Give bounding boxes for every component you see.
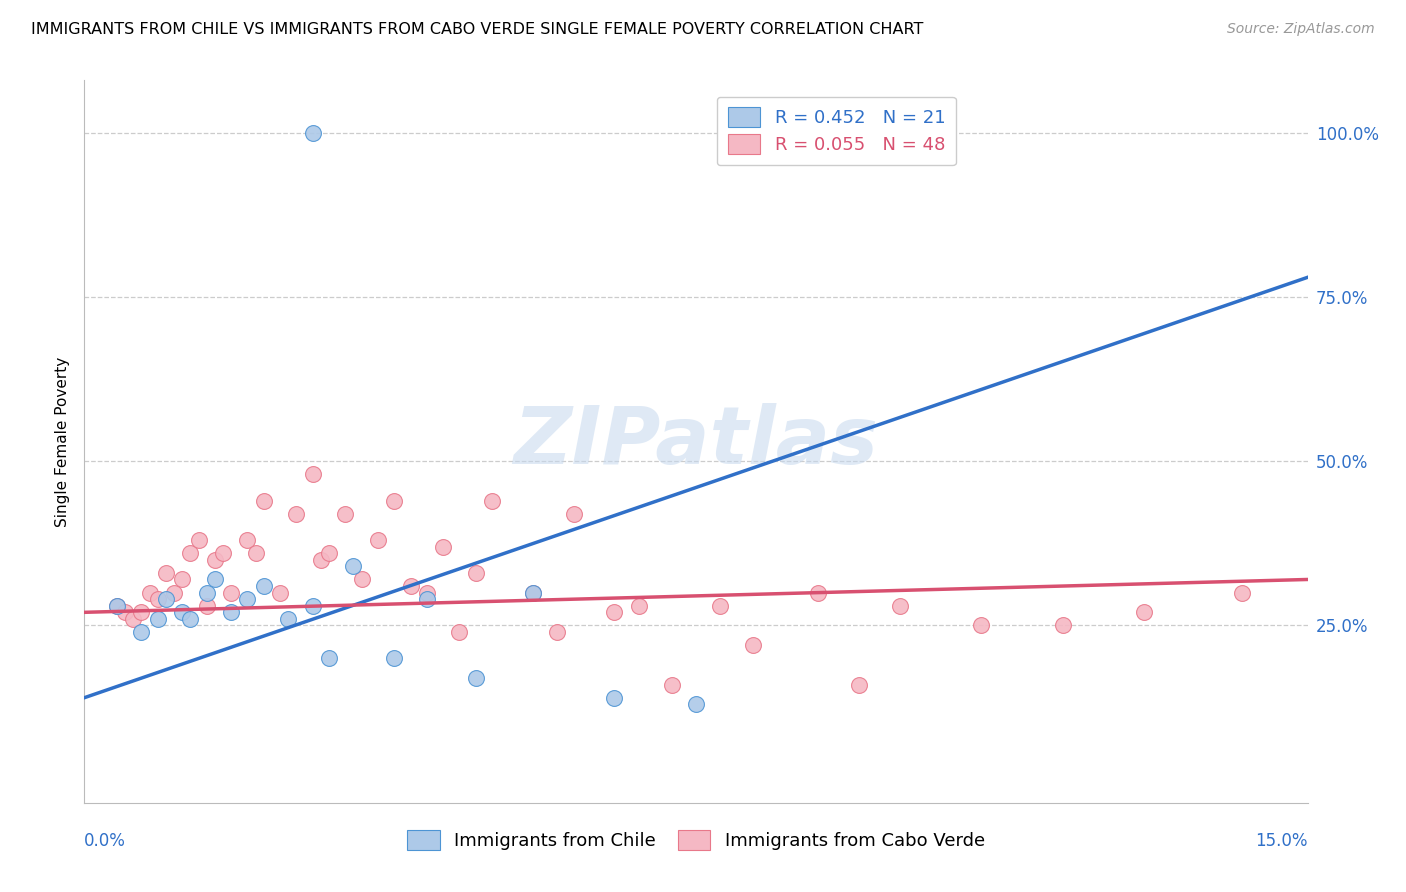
Point xyxy=(464,566,486,580)
Point xyxy=(195,585,218,599)
Point xyxy=(522,585,544,599)
Point xyxy=(138,585,160,599)
Point xyxy=(318,651,340,665)
Point xyxy=(350,573,373,587)
Point xyxy=(131,605,153,619)
Point xyxy=(416,592,439,607)
Point xyxy=(155,592,177,607)
Point xyxy=(114,605,136,619)
Point xyxy=(382,651,405,665)
Point xyxy=(464,671,486,685)
Point xyxy=(318,546,340,560)
Point xyxy=(253,493,276,508)
Point xyxy=(709,599,731,613)
Point xyxy=(872,126,894,140)
Point xyxy=(179,612,201,626)
Text: IMMIGRANTS FROM CHILE VS IMMIGRANTS FROM CABO VERDE SINGLE FEMALE POVERTY CORREL: IMMIGRANTS FROM CHILE VS IMMIGRANTS FROM… xyxy=(31,22,924,37)
Point xyxy=(1052,618,1074,632)
Point xyxy=(277,612,299,626)
Point xyxy=(219,605,242,619)
Point xyxy=(807,585,830,599)
Text: 0.0%: 0.0% xyxy=(84,831,127,850)
Point xyxy=(309,553,332,567)
Point xyxy=(195,599,218,613)
Point xyxy=(661,677,683,691)
Point xyxy=(1133,605,1156,619)
Point xyxy=(163,585,186,599)
Point xyxy=(603,690,626,705)
Text: Source: ZipAtlas.com: Source: ZipAtlas.com xyxy=(1227,22,1375,37)
Y-axis label: Single Female Poverty: Single Female Poverty xyxy=(55,357,70,526)
Point xyxy=(562,507,585,521)
Point xyxy=(236,592,259,607)
Point xyxy=(204,573,226,587)
Point xyxy=(105,599,128,613)
Point xyxy=(236,533,259,547)
Point xyxy=(204,553,226,567)
Text: ZIPatlas: ZIPatlas xyxy=(513,402,879,481)
Point xyxy=(131,625,153,640)
Point xyxy=(481,493,503,508)
Point xyxy=(253,579,276,593)
Point xyxy=(522,585,544,599)
Point xyxy=(105,599,128,613)
Point xyxy=(367,533,389,547)
Point xyxy=(172,605,194,619)
Point xyxy=(301,467,323,482)
Point xyxy=(342,559,364,574)
Point xyxy=(187,533,209,547)
Point xyxy=(970,618,993,632)
Point xyxy=(122,612,145,626)
Text: 15.0%: 15.0% xyxy=(1256,831,1308,850)
Point xyxy=(301,126,323,140)
Point xyxy=(627,599,650,613)
Point xyxy=(1232,585,1254,599)
Point xyxy=(449,625,471,640)
Point xyxy=(146,612,169,626)
Point xyxy=(685,698,707,712)
Point xyxy=(172,573,194,587)
Point xyxy=(742,638,765,652)
Legend: Immigrants from Chile, Immigrants from Cabo Verde: Immigrants from Chile, Immigrants from C… xyxy=(398,821,994,859)
Point xyxy=(416,585,439,599)
Point xyxy=(219,585,242,599)
Point xyxy=(155,566,177,580)
Point xyxy=(335,507,357,521)
Point xyxy=(146,592,169,607)
Point xyxy=(245,546,267,560)
Point xyxy=(179,546,201,560)
Point xyxy=(212,546,235,560)
Point xyxy=(848,677,870,691)
Point xyxy=(546,625,568,640)
Point xyxy=(382,493,405,508)
Point xyxy=(399,579,422,593)
Point xyxy=(889,599,911,613)
Point xyxy=(285,507,308,521)
Point xyxy=(301,599,323,613)
Point xyxy=(603,605,626,619)
Point xyxy=(432,540,454,554)
Point xyxy=(269,585,291,599)
